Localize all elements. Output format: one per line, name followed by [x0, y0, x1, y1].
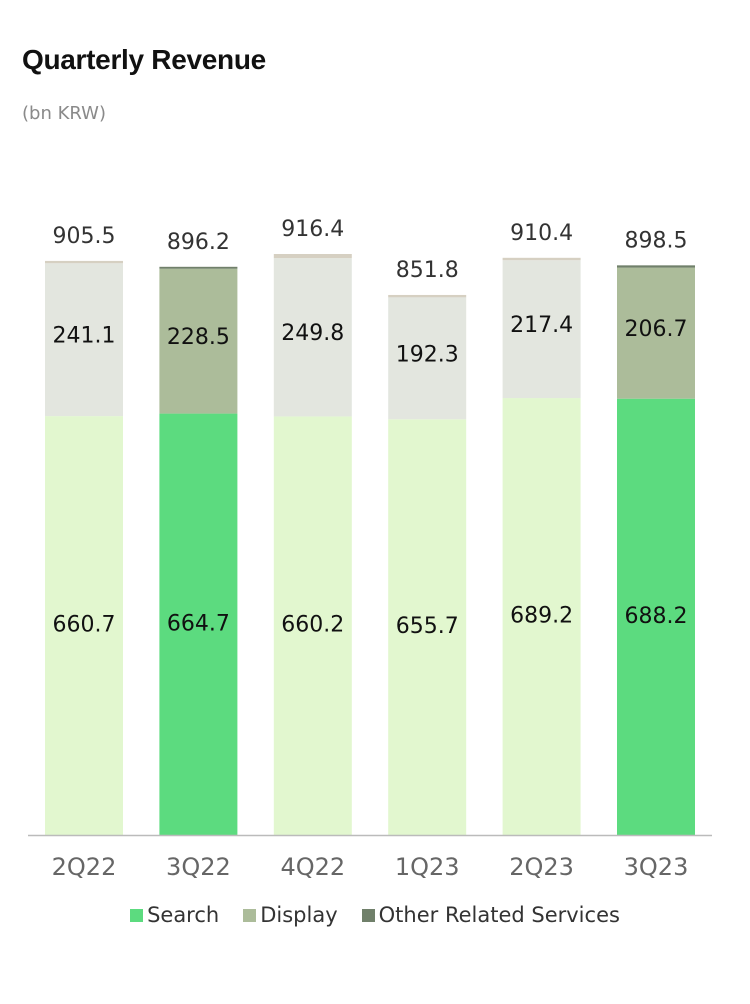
value-label-search-1q23: 655.7	[396, 614, 459, 639]
x-tick-label-1q23: 1Q23	[395, 853, 460, 881]
legend-swatch-search	[130, 908, 144, 922]
chart-unit-subtitle: (bn KRW)	[22, 103, 106, 124]
bar-group-2q23: 689.2 217.4 910.4 2Q23	[502, 221, 581, 881]
stacked-bar-chart: 660.7241.1905.52Q22664.7228.5896.23Q2266…	[28, 217, 712, 881]
x-tick-label-3q22: 3Q22	[166, 853, 231, 881]
bar-segment-display-1q23	[388, 297, 467, 420]
bar-segment-display-3q23	[617, 267, 695, 399]
bar-segment-other-3q22	[159, 266, 238, 269]
total-label-2q22: 905.5	[53, 224, 116, 249]
value-label-search-2q22: 660.7	[53, 613, 116, 638]
value-label-display-4q22: 249.8	[281, 321, 344, 346]
bar-group-2q22: 660.7 241.1 905.5 2Q22	[45, 224, 123, 881]
bar-group-3q22: 664.7 228.5 896.2 3Q22	[159, 230, 238, 881]
chart-title: Quarterly Revenue	[22, 44, 266, 75]
value-label-search-2q23: 689.2	[510, 604, 573, 629]
total-label-3q22: 896.2	[167, 230, 230, 255]
legend-label-search: Search	[147, 903, 220, 927]
bar-segment-search-4q22	[273, 416, 352, 835]
legend-swatch-other	[361, 908, 375, 922]
bar-segment-display-3q22	[159, 268, 238, 414]
bar-group-3q23: 688.2 206.7 898.5 3Q23	[617, 228, 695, 881]
legend-label-display: Display	[260, 903, 338, 927]
total-label-1q23: 851.8	[396, 258, 459, 283]
bar-segment-other-2q22	[45, 260, 123, 264]
bar-segment-search-2q22	[45, 416, 123, 835]
bar-group-4q22: 660.2 249.8 916.4 4Q22	[273, 217, 352, 881]
bar-segment-search-3q22	[159, 413, 238, 835]
x-tick-label-2q23: 2Q23	[509, 853, 574, 881]
value-label-display-1q23: 192.3	[396, 342, 459, 367]
bar-group-1q23: 655.7 192.3 851.8 1Q23	[388, 258, 467, 881]
bar-segment-other-4q22	[273, 254, 352, 259]
total-label-4q22: 916.4	[281, 217, 344, 242]
bar-segment-display-2q22	[45, 263, 123, 417]
x-tick-label-4q22: 4Q22	[280, 853, 345, 881]
value-label-display-2q23: 217.4	[510, 313, 573, 338]
total-label-2q23: 910.4	[510, 221, 573, 246]
legend-item-search: Search	[130, 903, 219, 927]
legend-item-other: Other Related Services	[361, 903, 620, 927]
bar-segment-other-2q23	[502, 257, 581, 261]
x-tick-label-3q23: 3Q23	[624, 853, 689, 881]
bar-segment-search-1q23	[388, 419, 467, 835]
legend-swatch-display	[243, 908, 257, 922]
bar-segment-display-2q23	[502, 260, 581, 399]
chart-legend: Search Display Other Related Services	[0, 903, 750, 927]
bar-segment-search-2q23	[502, 398, 581, 835]
bar-segment-other-1q23	[388, 294, 467, 298]
legend-label-other: Other Related Services	[378, 903, 620, 927]
value-label-display-3q22: 228.5	[167, 325, 230, 350]
bar-segment-search-3q23	[617, 398, 695, 835]
total-label-3q23: 898.5	[625, 228, 688, 253]
bar-segment-other-3q23	[617, 265, 695, 268]
value-label-display-2q22: 241.1	[53, 324, 116, 349]
value-label-search-3q22: 664.7	[167, 611, 230, 636]
legend-item-display: Display	[243, 903, 338, 927]
bar-segment-display-4q22	[273, 258, 352, 417]
value-label-display-3q23: 206.7	[625, 317, 688, 342]
x-tick-label-2q22: 2Q22	[52, 853, 117, 881]
value-label-search-4q22: 660.2	[281, 613, 344, 638]
value-label-search-3q23: 688.2	[625, 604, 688, 629]
